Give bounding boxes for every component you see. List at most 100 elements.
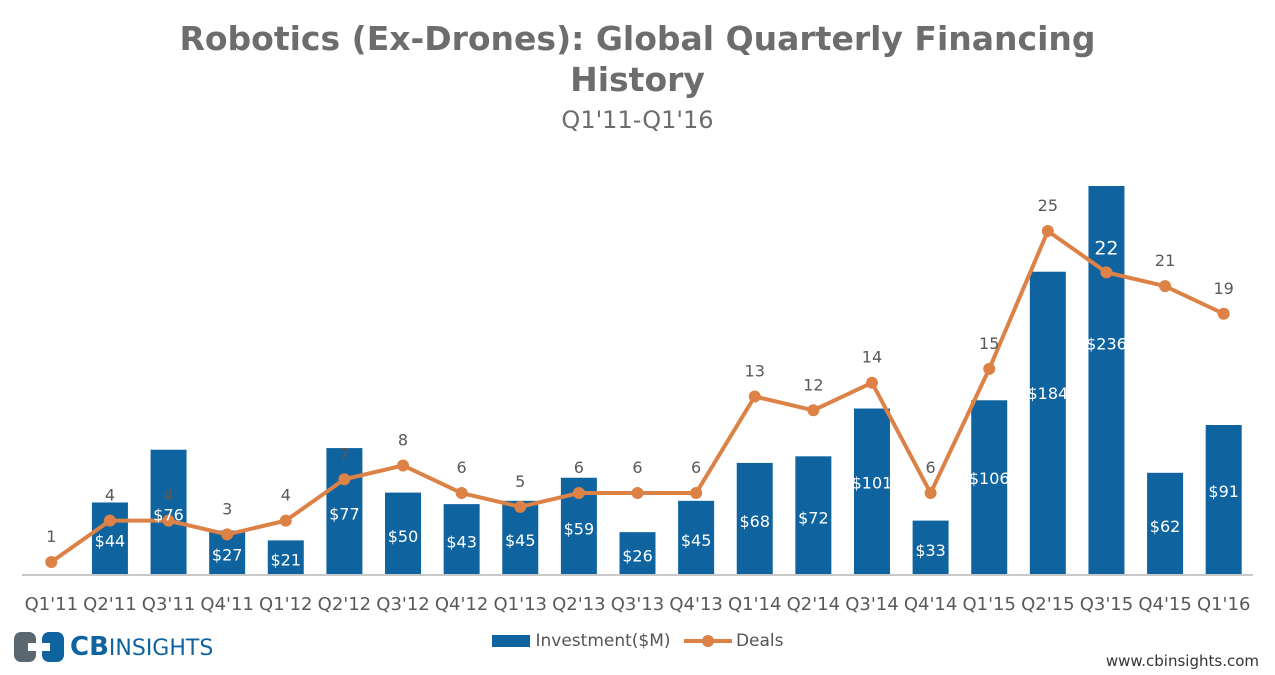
bar-investment (91, 502, 128, 575)
bar-investment (1088, 186, 1125, 575)
x-tick-label: Q1'16 (1197, 594, 1250, 615)
deals-value-label: 4 (281, 486, 291, 505)
x-tick-label: Q1'11 (25, 594, 78, 615)
deals-value-label: 19 (1214, 279, 1234, 298)
bar-value-label: $106 (969, 469, 1010, 488)
bar-investment (971, 400, 1008, 575)
bar-investment (1147, 472, 1184, 575)
deals-value-label: 22 (1094, 237, 1118, 259)
deals-value-label: 4 (163, 486, 173, 505)
deals-value-label: 13 (745, 362, 765, 381)
deals-point (690, 487, 703, 500)
bar-investment (502, 500, 539, 575)
logo-text-bold: CB (70, 632, 109, 662)
bar-investment (1029, 271, 1066, 575)
deals-point (397, 459, 410, 472)
x-tick-label: Q3'12 (376, 594, 429, 615)
cb-logo-icon (14, 632, 64, 662)
x-tick-label: Q1'15 (962, 594, 1015, 615)
bar-investment (443, 504, 480, 575)
bar-value-label: $44 (95, 532, 126, 551)
bar-investment (326, 448, 363, 575)
deals-value-label: 15 (979, 334, 999, 353)
bar-investment (736, 462, 773, 575)
deals-value-label: 6 (926, 458, 936, 477)
legend: Investment($M) Deals (0, 631, 1275, 652)
logo-text-rest: INSIGHTS (108, 636, 214, 661)
deals-point (103, 514, 116, 527)
deals-value-label: 3 (222, 499, 232, 518)
legend-label-deals: Deals (735, 631, 784, 651)
bar-value-label: $62 (1150, 517, 1181, 536)
deals-value-label: 6 (574, 458, 584, 477)
deals-value-label: 4 (105, 486, 115, 505)
deals-point (924, 487, 937, 500)
x-tick-label: Q3'14 (845, 594, 898, 615)
bar-investment (795, 456, 832, 575)
deals-point (1217, 307, 1230, 320)
website-url: www.cbinsights.com (1105, 652, 1259, 670)
x-tick-label: Q2'14 (787, 594, 840, 615)
bar-investment (1205, 425, 1242, 575)
x-tick-label: Q4'11 (200, 594, 253, 615)
x-tick-label: Q3'13 (611, 594, 664, 615)
bar-value-label: $45 (505, 531, 536, 550)
bar-value-label: $43 (446, 533, 477, 552)
deals-point (338, 473, 351, 486)
deals-point (514, 500, 527, 513)
deals-point (1159, 280, 1172, 293)
bar-label-layer: $44 $76 $27 $21 $77 $50 $43 $45 $59 $26 $45 $68 $72 $… (95, 334, 1239, 569)
deals-value-label: 7 (339, 444, 349, 463)
deals-value-label: 8 (398, 430, 408, 449)
bar-value-label: $236 (1086, 334, 1127, 353)
bar-value-label: $21 (271, 551, 302, 570)
deals-point (572, 487, 585, 500)
deals-value-label: 6 (632, 458, 642, 477)
deals-value-label: 6 (457, 458, 467, 477)
x-tick-label: Q2'13 (552, 594, 605, 615)
chart-title-line-1: Robotics (Ex-Drones): Global Quarterly F… (179, 19, 1096, 58)
logo-text: CBINSIGHTS (70, 632, 213, 662)
deals-point (1041, 225, 1054, 237)
deals-value-label: 1 (46, 527, 56, 546)
bar-value-label: $72 (798, 509, 829, 528)
x-tick-label: Q2'12 (318, 594, 371, 615)
legend-swatch-investment (491, 635, 530, 647)
x-tick-label: Q3'11 (142, 594, 195, 615)
bar-value-label: $45 (681, 531, 712, 550)
bar-value-label: $68 (739, 512, 770, 531)
deals-point (983, 362, 996, 375)
x-tick-label: Q4'12 (435, 594, 488, 615)
bar-value-label: $77 (329, 505, 360, 524)
x-axis: Q1'11 Q2'11 Q3'11 Q4'11 Q1'12 Q2'12 Q3'12 Q4'12… (22, 574, 1253, 615)
deals-value-label: 12 (803, 375, 823, 394)
deals-value-label: 25 (1038, 196, 1058, 215)
deals-point (631, 487, 644, 500)
legend-item-deals: Deals (683, 631, 784, 651)
x-tick-label: Q2'15 (1021, 594, 1074, 615)
x-tick-label: Q1'12 (259, 594, 312, 615)
deals-point (865, 376, 878, 389)
bar-value-label: $26 (622, 547, 653, 566)
chart-title: Robotics (Ex-Drones): Global Quarterly F… (0, 18, 1275, 100)
deals-point (748, 390, 761, 403)
bar-value-label: $33 (915, 541, 946, 560)
deals-point (279, 514, 292, 527)
deals-value-label: 21 (1155, 251, 1175, 270)
deals-value-label: 14 (862, 348, 882, 367)
x-tick-label: Q3'15 (1080, 594, 1133, 615)
bar-value-label: $27 (212, 546, 243, 565)
bar-value-label: $50 (388, 527, 419, 546)
x-tick-label: Q4'14 (904, 594, 957, 615)
bars-layer (91, 186, 1242, 575)
deals-value-label: 6 (691, 458, 701, 477)
deals-point (1100, 266, 1113, 279)
deals-value-label: 5 (515, 472, 525, 491)
bar-investment (267, 540, 304, 575)
legend-label-investment: Investment($M) (535, 631, 671, 651)
deals-point (162, 514, 175, 527)
chart-subtitle: Q1'11-Q1'16 (561, 106, 714, 134)
bar-value-label: $91 (1208, 482, 1239, 501)
deals-point (45, 556, 58, 568)
